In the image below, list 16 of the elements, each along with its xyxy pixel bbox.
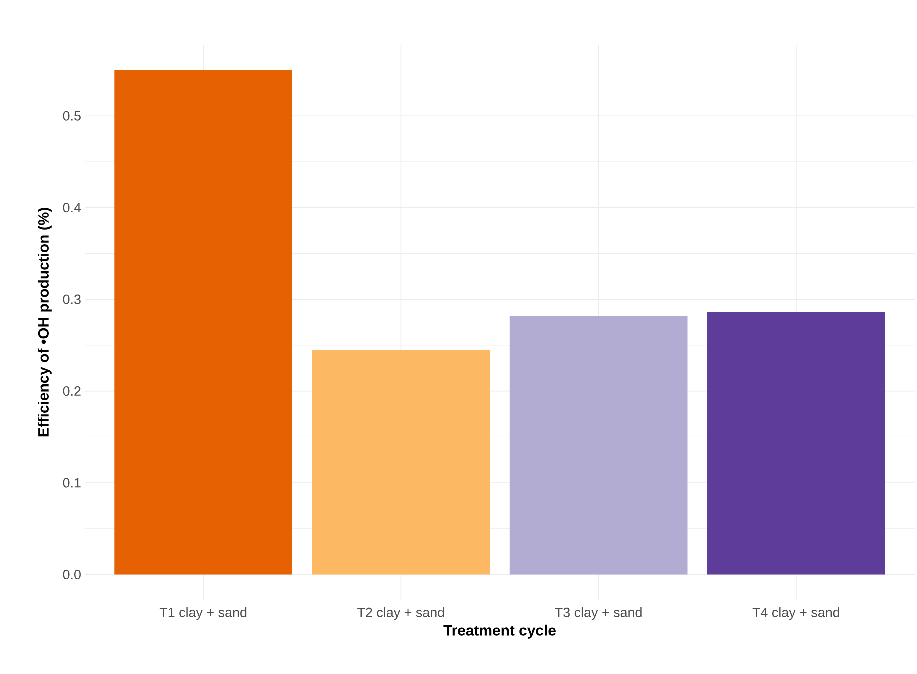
bar xyxy=(708,312,886,575)
x-tick-label: T1 clay + sand xyxy=(160,608,247,620)
y-tick-label: 0.1 xyxy=(63,478,81,488)
y-tick-label: 0.4 xyxy=(63,203,82,213)
y-tick-label: 0.2 xyxy=(63,386,81,396)
y-tick-label: 0.3 xyxy=(63,294,81,304)
bar xyxy=(114,70,293,575)
x-tick-label: T2 clay + sand xyxy=(358,608,444,620)
x-axis-title: Treatment cycle xyxy=(444,624,556,639)
y-axis-title: Efficiency of •OH production (%) xyxy=(38,208,52,437)
bar xyxy=(312,350,490,575)
y-tick-label: 0.5 xyxy=(63,111,81,121)
x-tick-label: T4 clay + sand xyxy=(752,608,840,620)
bar xyxy=(510,316,688,575)
y-tick-label: 0.0 xyxy=(63,570,81,580)
x-tick-label: T3 clay + sand xyxy=(555,608,642,620)
